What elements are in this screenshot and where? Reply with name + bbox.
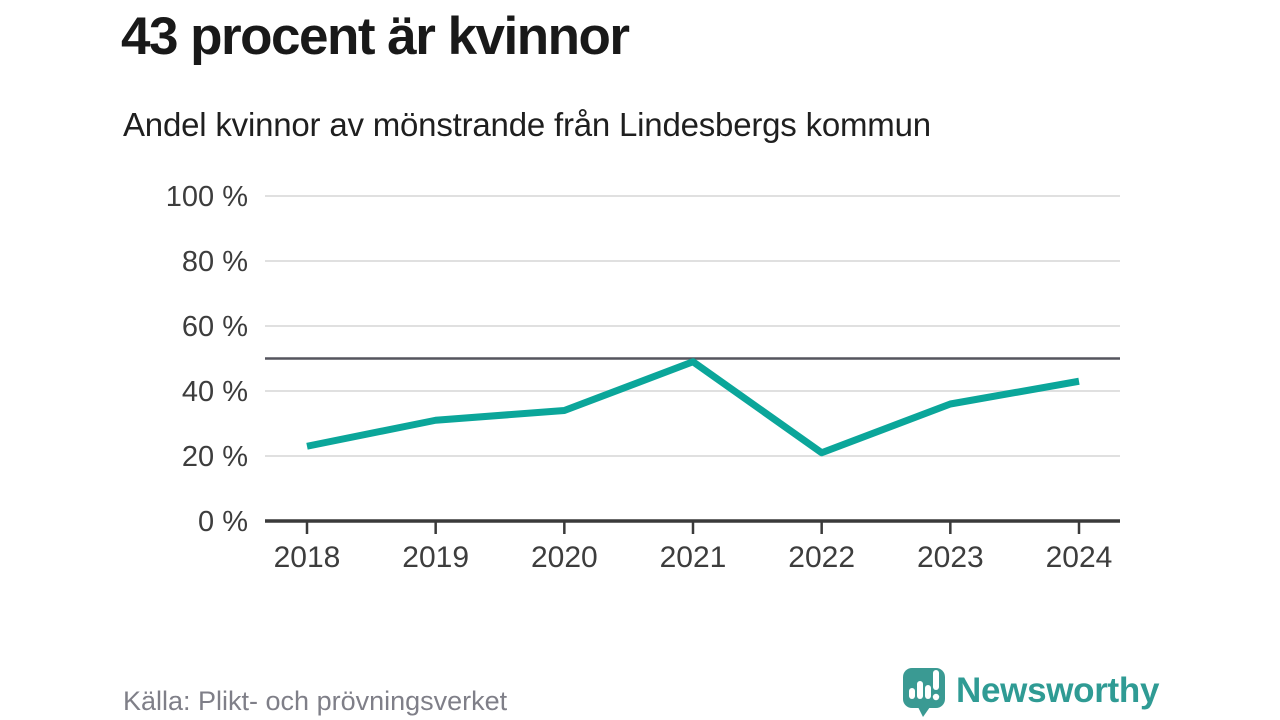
x-axis-label: 2023 <box>917 541 984 574</box>
x-axis-label: 2019 <box>402 541 469 574</box>
chart-subtitle: Andel kvinnor av mönstrande från Lindesb… <box>123 106 931 143</box>
y-axis-label: 40 % <box>182 376 248 408</box>
source-text: Källa: Plikt- och prövningsverket <box>123 686 508 716</box>
x-axis-label: 2024 <box>1046 541 1113 574</box>
line-chart: 0 % 20 % 40 % 60 % 80 % 100 % 2018 2019 2020 2021… <box>166 181 1120 574</box>
x-axis-label: 2021 <box>660 541 727 574</box>
y-axis-label: 60 % <box>182 311 248 343</box>
newsworthy-logo-icon <box>903 668 945 717</box>
x-axis-label: 2022 <box>788 541 855 574</box>
y-axis-label: 20 % <box>182 441 248 473</box>
line-chart-area: 0 % 20 % 40 % 60 % 80 % 100 % 2018 2019 2020 2021… <box>120 170 1160 590</box>
newsworthy-wordmark: Newsworthy <box>956 671 1160 710</box>
y-axis-label: 100 % <box>166 181 248 213</box>
x-axis-label: 2018 <box>274 541 341 574</box>
y-axis-label: 0 % <box>198 506 248 538</box>
x-axis-label: 2020 <box>531 541 598 574</box>
y-axis-label: 80 % <box>182 246 248 278</box>
data-line-andel-kvinnor <box>306 358 1080 457</box>
newsworthy-logo: Newsworthy <box>898 663 1160 719</box>
page-title: 43 procent är kvinnor <box>121 7 630 66</box>
